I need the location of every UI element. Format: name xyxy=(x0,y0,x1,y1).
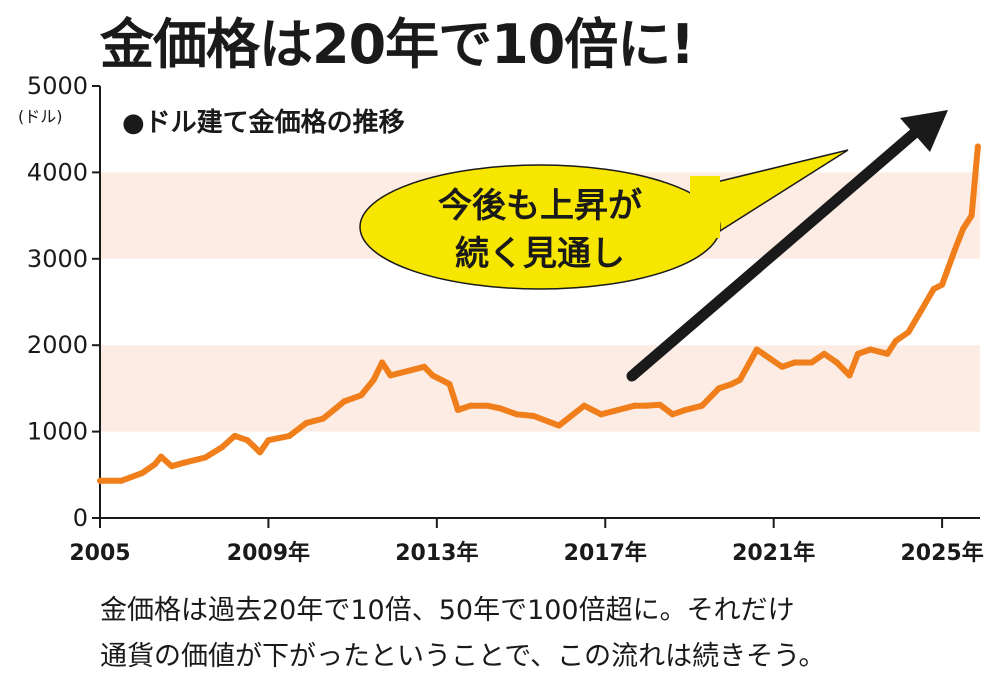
data-point xyxy=(669,411,676,418)
bubble-seam xyxy=(690,176,720,238)
x-tick-label: 2013年 xyxy=(395,540,478,566)
data-point xyxy=(158,453,165,460)
y-tick-label: 2000 xyxy=(27,331,88,359)
chart-title: ●ドル建て金価格の推移 xyxy=(122,107,405,138)
data-point xyxy=(219,444,226,451)
data-point xyxy=(642,402,649,409)
data-point xyxy=(833,359,840,366)
data-point xyxy=(728,381,735,388)
caption-line-2: 通貨の価値が下がったということで、この流れは続きそう。 xyxy=(100,641,826,672)
x-tick-label: 2005 xyxy=(69,541,130,566)
data-point xyxy=(231,432,238,439)
data-point xyxy=(682,407,689,413)
data-point xyxy=(497,405,503,412)
data-point xyxy=(97,477,103,484)
data-point xyxy=(257,449,263,456)
data-point xyxy=(808,359,815,366)
arrow-head-icon xyxy=(900,110,948,152)
data-point xyxy=(918,307,925,314)
data-point xyxy=(939,281,946,288)
y-ticks: 0 1000 2000 3000 4000 5000 xyxy=(27,72,100,532)
data-point xyxy=(614,407,621,413)
data-point xyxy=(118,477,125,484)
data-point xyxy=(699,402,706,409)
caption-line-1: 金価格は過去20年で10倍、50年で100倍超に。それだけ xyxy=(100,595,795,626)
data-point xyxy=(151,461,158,468)
x-ticks: 2005 2009年 2013年 2017年 2021年 2025年 xyxy=(69,518,984,566)
y-tick-label: 3000 xyxy=(27,245,88,273)
data-point xyxy=(320,415,327,422)
data-point xyxy=(631,402,638,409)
data-point xyxy=(484,402,491,409)
data-point xyxy=(429,372,436,379)
data-point xyxy=(930,286,937,293)
speech-bubble: 今後も上昇が 続く見通し xyxy=(359,149,849,290)
data-point xyxy=(974,143,981,150)
data-point xyxy=(905,329,912,336)
data-point xyxy=(884,350,891,357)
data-point xyxy=(181,459,188,466)
data-point xyxy=(581,402,588,409)
data-point xyxy=(530,413,537,420)
headline: 金価格は20年で10倍に! xyxy=(100,13,695,76)
data-point xyxy=(766,355,773,362)
data-point xyxy=(286,432,293,439)
data-point xyxy=(454,407,461,413)
data-point xyxy=(387,372,394,379)
x-tick-label: 2017年 xyxy=(564,540,647,566)
y-tick-label: 4000 xyxy=(27,158,88,186)
data-point xyxy=(960,225,967,232)
y-tick-label: 5000 xyxy=(27,72,88,100)
data-point xyxy=(846,372,853,379)
data-point xyxy=(821,350,828,357)
data-point xyxy=(265,437,272,444)
data-point xyxy=(854,350,861,357)
x-tick-label: 2021年 xyxy=(732,540,815,566)
data-point xyxy=(370,376,377,383)
data-point xyxy=(446,381,453,388)
data-point xyxy=(421,363,428,370)
data-point xyxy=(753,346,760,353)
data-point xyxy=(467,402,474,409)
data-point xyxy=(555,422,562,429)
caption: 金価格は過去20年で10倍、50年で100倍超に。それだけ 通貨の価値が下がった… xyxy=(100,588,1000,680)
y-tick-label: 1000 xyxy=(27,418,88,446)
data-point xyxy=(598,411,605,418)
data-point xyxy=(139,470,146,477)
data-point xyxy=(951,247,958,254)
line-chart: 0 1000 2000 3000 4000 5000 2005 2009年 2013年 2017… xyxy=(18,72,984,566)
y-axis-unit-label: (ドル) xyxy=(18,107,63,126)
data-point xyxy=(358,392,365,399)
x-tick-label: 2025年 xyxy=(900,540,983,566)
data-point xyxy=(379,359,386,366)
x-tick-label: 2009年 xyxy=(227,540,310,566)
data-point xyxy=(341,398,348,405)
data-point xyxy=(404,368,411,375)
data-point xyxy=(779,363,786,370)
annotation-line2: 続く見通し xyxy=(455,234,625,274)
data-point xyxy=(715,385,722,392)
y-tick-label: 0 xyxy=(73,504,88,532)
data-point xyxy=(202,454,209,461)
gold-price-line xyxy=(97,143,981,484)
data-point xyxy=(244,437,251,444)
trend-arrow xyxy=(626,110,948,382)
data-point xyxy=(968,212,975,219)
data-point xyxy=(657,401,663,408)
data-point xyxy=(513,411,520,418)
data-point xyxy=(892,337,899,344)
data-point xyxy=(737,376,743,383)
data-point xyxy=(168,463,175,470)
data-points xyxy=(97,143,981,484)
data-point xyxy=(867,346,874,353)
annotation-line1: 今後も上昇が xyxy=(438,186,642,226)
data-point xyxy=(791,359,798,366)
data-point xyxy=(303,419,310,426)
